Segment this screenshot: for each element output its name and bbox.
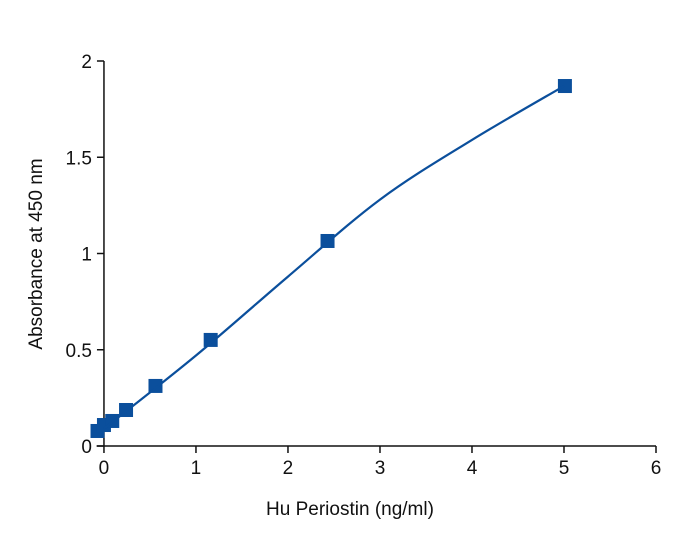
y-tick-label: 1.5	[66, 148, 92, 169]
x-axis-label: Hu Periostin (ng/ml)	[266, 499, 434, 520]
y-tick-label: 0.5	[66, 341, 92, 362]
x-tick-label: 1	[191, 458, 202, 479]
x-tick-label: 2	[283, 458, 294, 479]
y-tick-label: 2	[81, 52, 92, 73]
y-tick-label: 1	[81, 245, 92, 266]
y-axis-label: Absorbance at 450 nm	[26, 158, 47, 349]
x-tick-label: 3	[375, 458, 386, 479]
y-tick-label: 0	[81, 437, 92, 458]
x-tick-label: 6	[651, 458, 662, 479]
fit-curve	[103, 85, 565, 430]
x-tick-label: 4	[467, 458, 478, 479]
x-tick-label: 5	[559, 458, 570, 479]
x-tick-label: 0	[99, 458, 110, 479]
data-point	[203, 332, 218, 347]
data-point	[557, 79, 572, 94]
data-point	[148, 378, 163, 393]
